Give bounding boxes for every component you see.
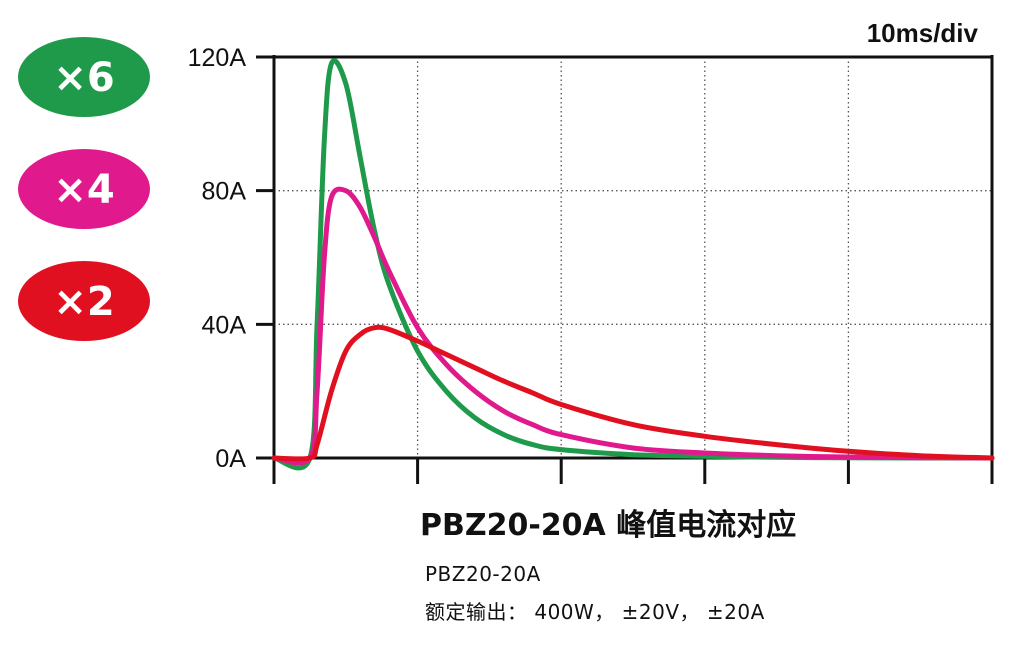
rated-output: 额定输出： 400W， ±20V， ±20A xyxy=(425,600,765,624)
y-tick-label: 40A xyxy=(202,311,247,339)
legend-badge-x6: ×6 xyxy=(18,37,150,117)
series-line-x6 xyxy=(271,58,995,471)
axes xyxy=(256,55,994,484)
y-tick-labels: 0A 40A 80A 120A xyxy=(188,44,247,473)
y-tick-label: 0A xyxy=(215,445,246,473)
legend-badge-x4-label: ×4 xyxy=(53,167,114,213)
series-line-x2 xyxy=(271,324,995,462)
y-tick-label: 120A xyxy=(188,44,247,72)
legend-badge-x2-label: ×2 xyxy=(53,279,114,325)
series-line-x4 xyxy=(271,186,995,466)
legend-badge-x2: ×2 xyxy=(18,261,150,341)
series-lines xyxy=(271,58,995,471)
model-name: PBZ20-20A xyxy=(425,562,541,586)
legend-badge-x2-shape xyxy=(18,261,150,341)
chart-title: PBZ20-20A 峰值电流对应 xyxy=(420,508,797,543)
grid xyxy=(274,56,992,458)
legend-badge-x6-shape xyxy=(18,37,150,117)
y-tick-label: 80A xyxy=(202,178,247,206)
legend-badge-x4-shape xyxy=(18,149,150,229)
legend-badge-x6-label: ×6 xyxy=(53,55,114,101)
time-scale-label: 10ms/div xyxy=(867,18,979,48)
legend-badge-x4: ×4 xyxy=(18,149,150,229)
legend: ×6 ×4 ×2 xyxy=(18,37,150,341)
